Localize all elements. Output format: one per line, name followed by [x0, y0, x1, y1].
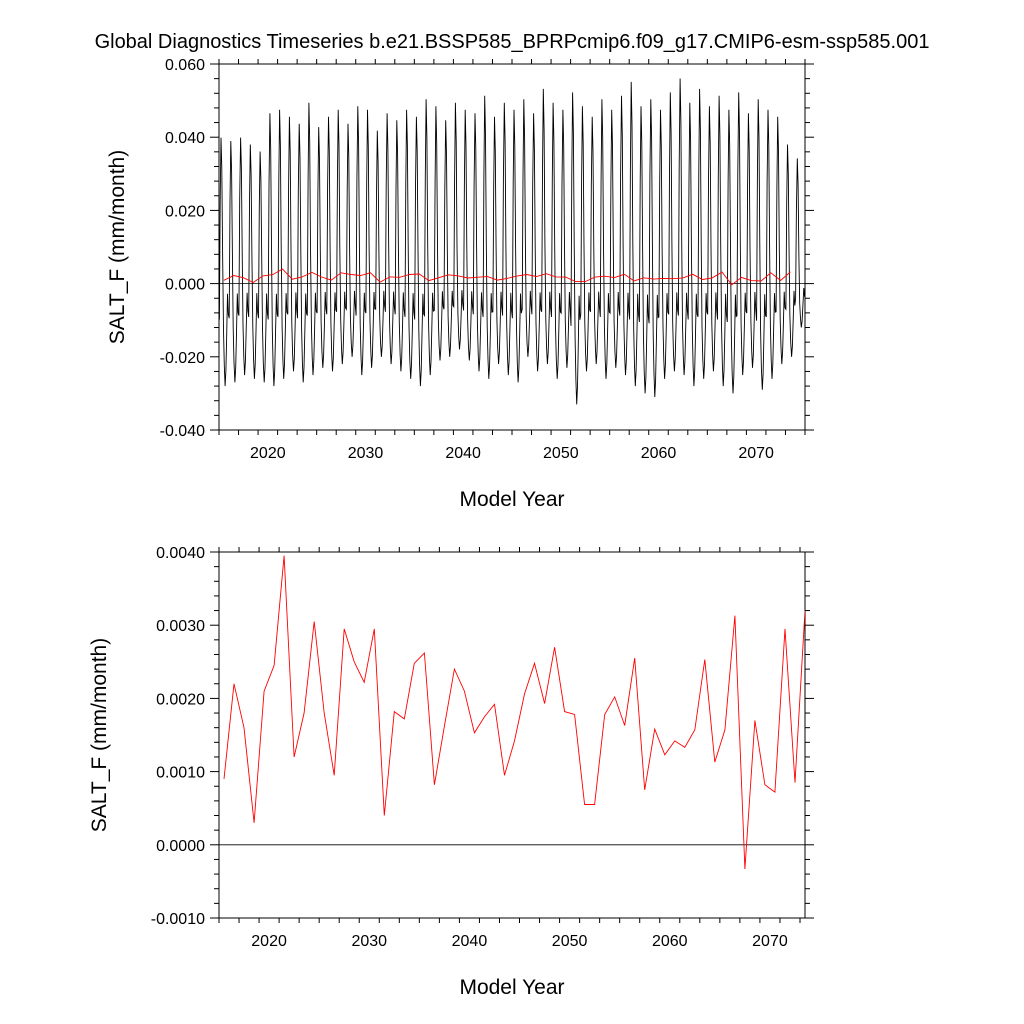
x-tick-label: 2040: [452, 933, 488, 950]
y-tick-label: 0.040: [165, 130, 205, 147]
y-tick-label: 0.0040: [156, 545, 205, 562]
y-tick-label: 0.020: [165, 203, 205, 220]
y-tick-label: 0.0030: [156, 618, 205, 635]
figure-title: Global Diagnostics Timeseries b.e21.BSSP…: [95, 31, 930, 53]
x-tick-label: 2070: [738, 445, 774, 462]
y-tick-label: 0.0010: [156, 765, 205, 782]
x-tick-label: 2060: [641, 445, 677, 462]
y-tick-label: 0.0020: [156, 691, 205, 708]
x-tick-label: 2050: [543, 445, 579, 462]
y-axis-title: SALT_F (mm/month): [88, 638, 111, 832]
x-tick-label: 2020: [250, 445, 286, 462]
x-axis-title: Model Year: [459, 488, 564, 511]
y-tick-label: -0.020: [160, 350, 205, 367]
x-axis-title: Model Year: [459, 976, 564, 999]
x-tick-label: 2030: [348, 445, 384, 462]
x-tick-label: 2070: [752, 933, 788, 950]
y-axis-title: SALT_F (mm/month): [106, 150, 129, 344]
y-tick-label: 0.000: [165, 277, 205, 294]
y-tick-label: 0.0000: [156, 838, 205, 855]
y-tick-label: -0.0010: [151, 911, 205, 928]
annual-mean-series-line: [223, 555, 805, 870]
x-tick-label: 2060: [652, 933, 688, 950]
plot-frame: [218, 63, 806, 431]
x-tick-label: 2040: [445, 445, 481, 462]
x-tick-label: 2030: [351, 933, 387, 950]
top-panel: 2020 2030 2040 2050 2060 2070 -0.040 -0.020 0.00…: [106, 57, 814, 511]
bottom-panel: 2020 2030 2040 2050 2060 2070 -0.0010 0.0000 0.0…: [88, 545, 814, 999]
y-tick-label: 0.060: [165, 57, 205, 74]
annual-mean-series-line: [223, 268, 791, 286]
monthly-series-line: [219, 78, 805, 405]
x-tick-label: 2050: [552, 933, 588, 950]
y-tick-label: -0.040: [160, 423, 205, 440]
plot-frame: [218, 551, 806, 919]
x-tick-label: 2020: [251, 933, 287, 950]
